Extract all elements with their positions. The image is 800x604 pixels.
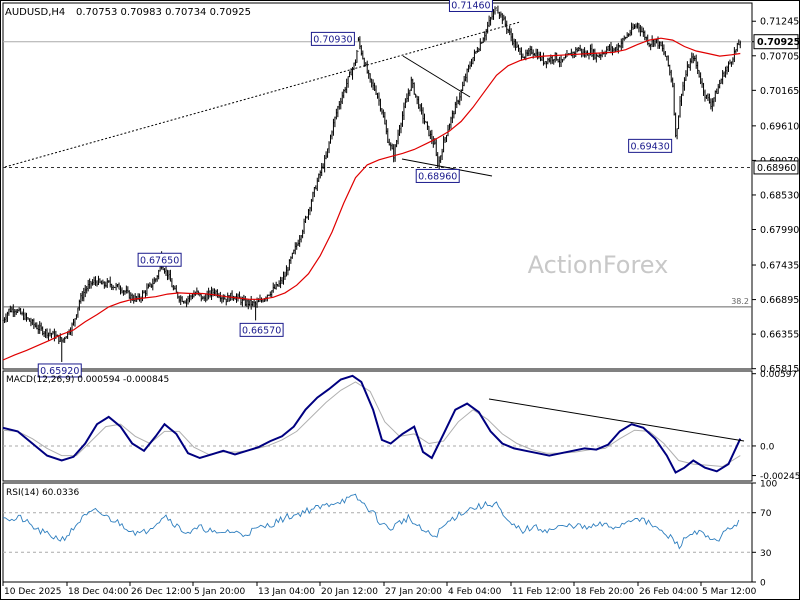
macd-signal-line (2, 381, 741, 468)
rsi-y-tick-label: 0 (760, 579, 766, 589)
chart-header-ohlc: 0.70753 0.70983 0.70734 0.70925 (76, 7, 251, 18)
price-label-box (415, 168, 460, 183)
price-label: 0.70930 (313, 34, 352, 45)
x-axis-tick-label: 18 Feb 20:00 (575, 587, 634, 597)
horizontal-level-box (753, 160, 799, 175)
rsi-y-tick-label: 100 (760, 480, 777, 490)
watermark: ActionForex (528, 251, 669, 279)
panel-frame-2 (2, 482, 753, 583)
price-label: 0.69430 (630, 141, 669, 152)
macd-y-tick-label: 0.0 (760, 442, 775, 452)
current-price-box (753, 34, 799, 50)
x-axis-tick-label: 5 Mar 12:00 (702, 587, 757, 597)
current-price-label: 0.70925 (757, 37, 800, 48)
trendline-channel-upper (402, 55, 471, 98)
x-axis-tick-label: 18 Dec 04:00 (68, 587, 129, 597)
y-axis-tick-label: 0.66355 (760, 330, 799, 341)
price-label: 0.65920 (40, 366, 79, 377)
x-axis-tick-label: 13 Jan 04:00 (258, 587, 315, 597)
x-axis-tick-label: 20 Jan 12:00 (321, 587, 378, 597)
price-label: 0.66570 (242, 325, 281, 336)
chart-header-symbol: AUDUSD,H4 (5, 7, 65, 18)
price-label-box (310, 31, 355, 46)
price-label-box (239, 322, 284, 337)
fib-level-label: 38.2 (731, 297, 749, 306)
price-label-box (37, 363, 82, 378)
y-axis-tick-label: 0.67435 (760, 261, 799, 272)
macd-trendline (488, 398, 745, 442)
trendline-dotted (4, 21, 521, 168)
panel-frame-1 (2, 370, 753, 482)
price-label: 0.68960 (418, 171, 457, 182)
macd-line (2, 374, 742, 474)
macd-y-tick-label: 0.005977 (760, 370, 800, 380)
y-axis-tick-label: 0.65815 (760, 364, 799, 375)
y-axis-tick-label: 0.69610 (760, 121, 799, 132)
macd-y-tick-label: -0.002451 (760, 472, 800, 482)
rsi-line (3, 493, 740, 550)
x-axis-tick-label: 27 Jan 20:00 (385, 587, 442, 597)
y-axis-tick-label: 0.66895 (760, 295, 799, 306)
x-axis-tick-label: 4 Feb 04:00 (448, 587, 502, 597)
horizontal-level-label: 0.68960 (757, 163, 796, 174)
macd-title: MACD(12,26,9) 0.000594 -0.000845 (6, 375, 169, 385)
y-axis-tick-label: 0.67990 (760, 225, 799, 236)
y-axis-tick-label: 0.70705 (760, 51, 799, 62)
x-axis-tick-label: 5 Jan 20:00 (194, 587, 246, 597)
x-axis-tick-label: 11 Feb 12:00 (512, 587, 571, 597)
x-axis-tick-label: 26 Dec 12:00 (131, 587, 192, 597)
y-axis-tick-label: 0.68530 (760, 190, 799, 201)
rsi-title: RSI(14) 60.0336 (6, 488, 79, 498)
moving-average-line (2, 37, 741, 361)
x-axis-tick-label: 10 Dec 2025 (4, 587, 62, 597)
rsi-y-tick-label: 30 (760, 549, 772, 559)
y-axis-tick-label: 0.71245 (760, 17, 799, 28)
trendline-channel-lower (401, 158, 493, 177)
price-label-box (448, 0, 493, 12)
y-axis-tick-label: 0.70165 (760, 86, 799, 97)
price-label-box (137, 252, 182, 267)
rsi-y-tick-label: 70 (760, 509, 772, 519)
panel-frame-0 (2, 2, 753, 370)
price-label: 0.71460 (451, 0, 490, 11)
x-axis-tick-label: 26 Feb 04:00 (639, 587, 698, 597)
price-label: 0.67650 (140, 255, 179, 266)
price-label-box (628, 138, 673, 153)
